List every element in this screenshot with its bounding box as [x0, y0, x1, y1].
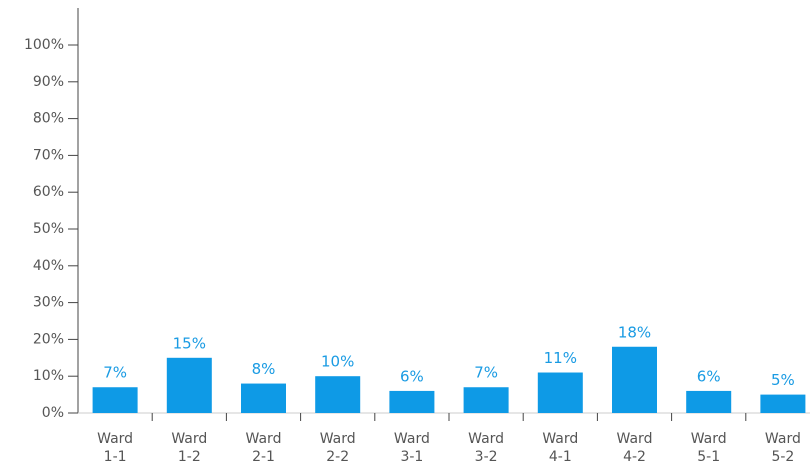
data-label: 5% [771, 371, 795, 389]
x-tick-label-line: Ward [542, 431, 578, 447]
x-tick-label-line: Ward [691, 431, 727, 447]
x-tick-label: Ward 2-2 [320, 431, 356, 465]
bar [463, 387, 509, 413]
bar [92, 387, 138, 413]
data-label: 6% [400, 367, 424, 385]
bar [166, 357, 212, 413]
x-tick-label-line: 4-2 [623, 449, 646, 465]
y-tick-label: 20% [33, 331, 64, 347]
x-tick-label: Ward 1-2 [171, 431, 207, 465]
data-label: 11% [544, 349, 577, 367]
bar [612, 346, 657, 413]
x-tick-label: Ward 1-1 [97, 431, 133, 465]
x-tick-label-line: Ward [320, 431, 356, 447]
y-tick-label: 100% [24, 37, 64, 53]
data-label: 7% [103, 364, 127, 382]
y-tick-label: 0% [42, 405, 64, 421]
x-tick-label-line: 2-1 [252, 449, 275, 465]
x-tick-label-line: Ward [617, 431, 653, 447]
bar [686, 390, 732, 413]
x-tick-label-line: 1-1 [104, 449, 127, 465]
x-tick-label: Ward 4-2 [617, 431, 653, 465]
x-tick-label-line: 3-2 [475, 449, 498, 465]
bar [315, 376, 361, 413]
x-tick-label-line: Ward [765, 431, 801, 447]
y-tick-label: 40% [33, 258, 64, 274]
data-label: 8% [252, 360, 276, 378]
x-tick-label: Ward 5-2 [765, 431, 801, 465]
y-tick-label: 90% [33, 74, 64, 90]
bar [537, 372, 583, 413]
y-tick-label: 80% [33, 111, 64, 127]
y-tick-label: 30% [33, 295, 64, 311]
x-tick-label-line: Ward [97, 431, 133, 447]
x-tick-label-line: 2-2 [326, 449, 349, 465]
y-tick-label: 50% [33, 221, 64, 237]
data-label: 10% [321, 353, 354, 371]
x-tick-label-line: Ward [171, 431, 207, 447]
x-tick-label: Ward 2-1 [246, 431, 282, 465]
y-tick-label: 10% [33, 368, 64, 384]
bar [760, 394, 806, 413]
x-tick-label: Ward 5-1 [691, 431, 727, 465]
x-tick-label: Ward 3-1 [394, 431, 430, 465]
y-tick-label: 60% [33, 184, 64, 200]
data-label: 18% [618, 323, 651, 341]
x-tick-label-line: 5-2 [771, 449, 794, 465]
bar [241, 383, 286, 413]
x-tick-label-line: 4-1 [549, 449, 572, 465]
x-tick-label: Ward 3-2 [468, 431, 504, 465]
x-tick-label-line: Ward [246, 431, 282, 447]
x-tick-label-line: 1-2 [178, 449, 201, 465]
data-label: 7% [474, 364, 498, 382]
y-tick-label: 70% [33, 147, 64, 163]
x-tick-label-line: Ward [394, 431, 430, 447]
bar [389, 390, 435, 413]
data-label: 15% [173, 334, 206, 352]
x-tick-label-line: 3-1 [400, 449, 423, 465]
x-tick-label-line: Ward [468, 431, 504, 447]
data-label: 6% [697, 367, 721, 385]
x-tick-label: Ward 4-1 [542, 431, 578, 465]
x-tick-label-line: 5-1 [697, 449, 720, 465]
